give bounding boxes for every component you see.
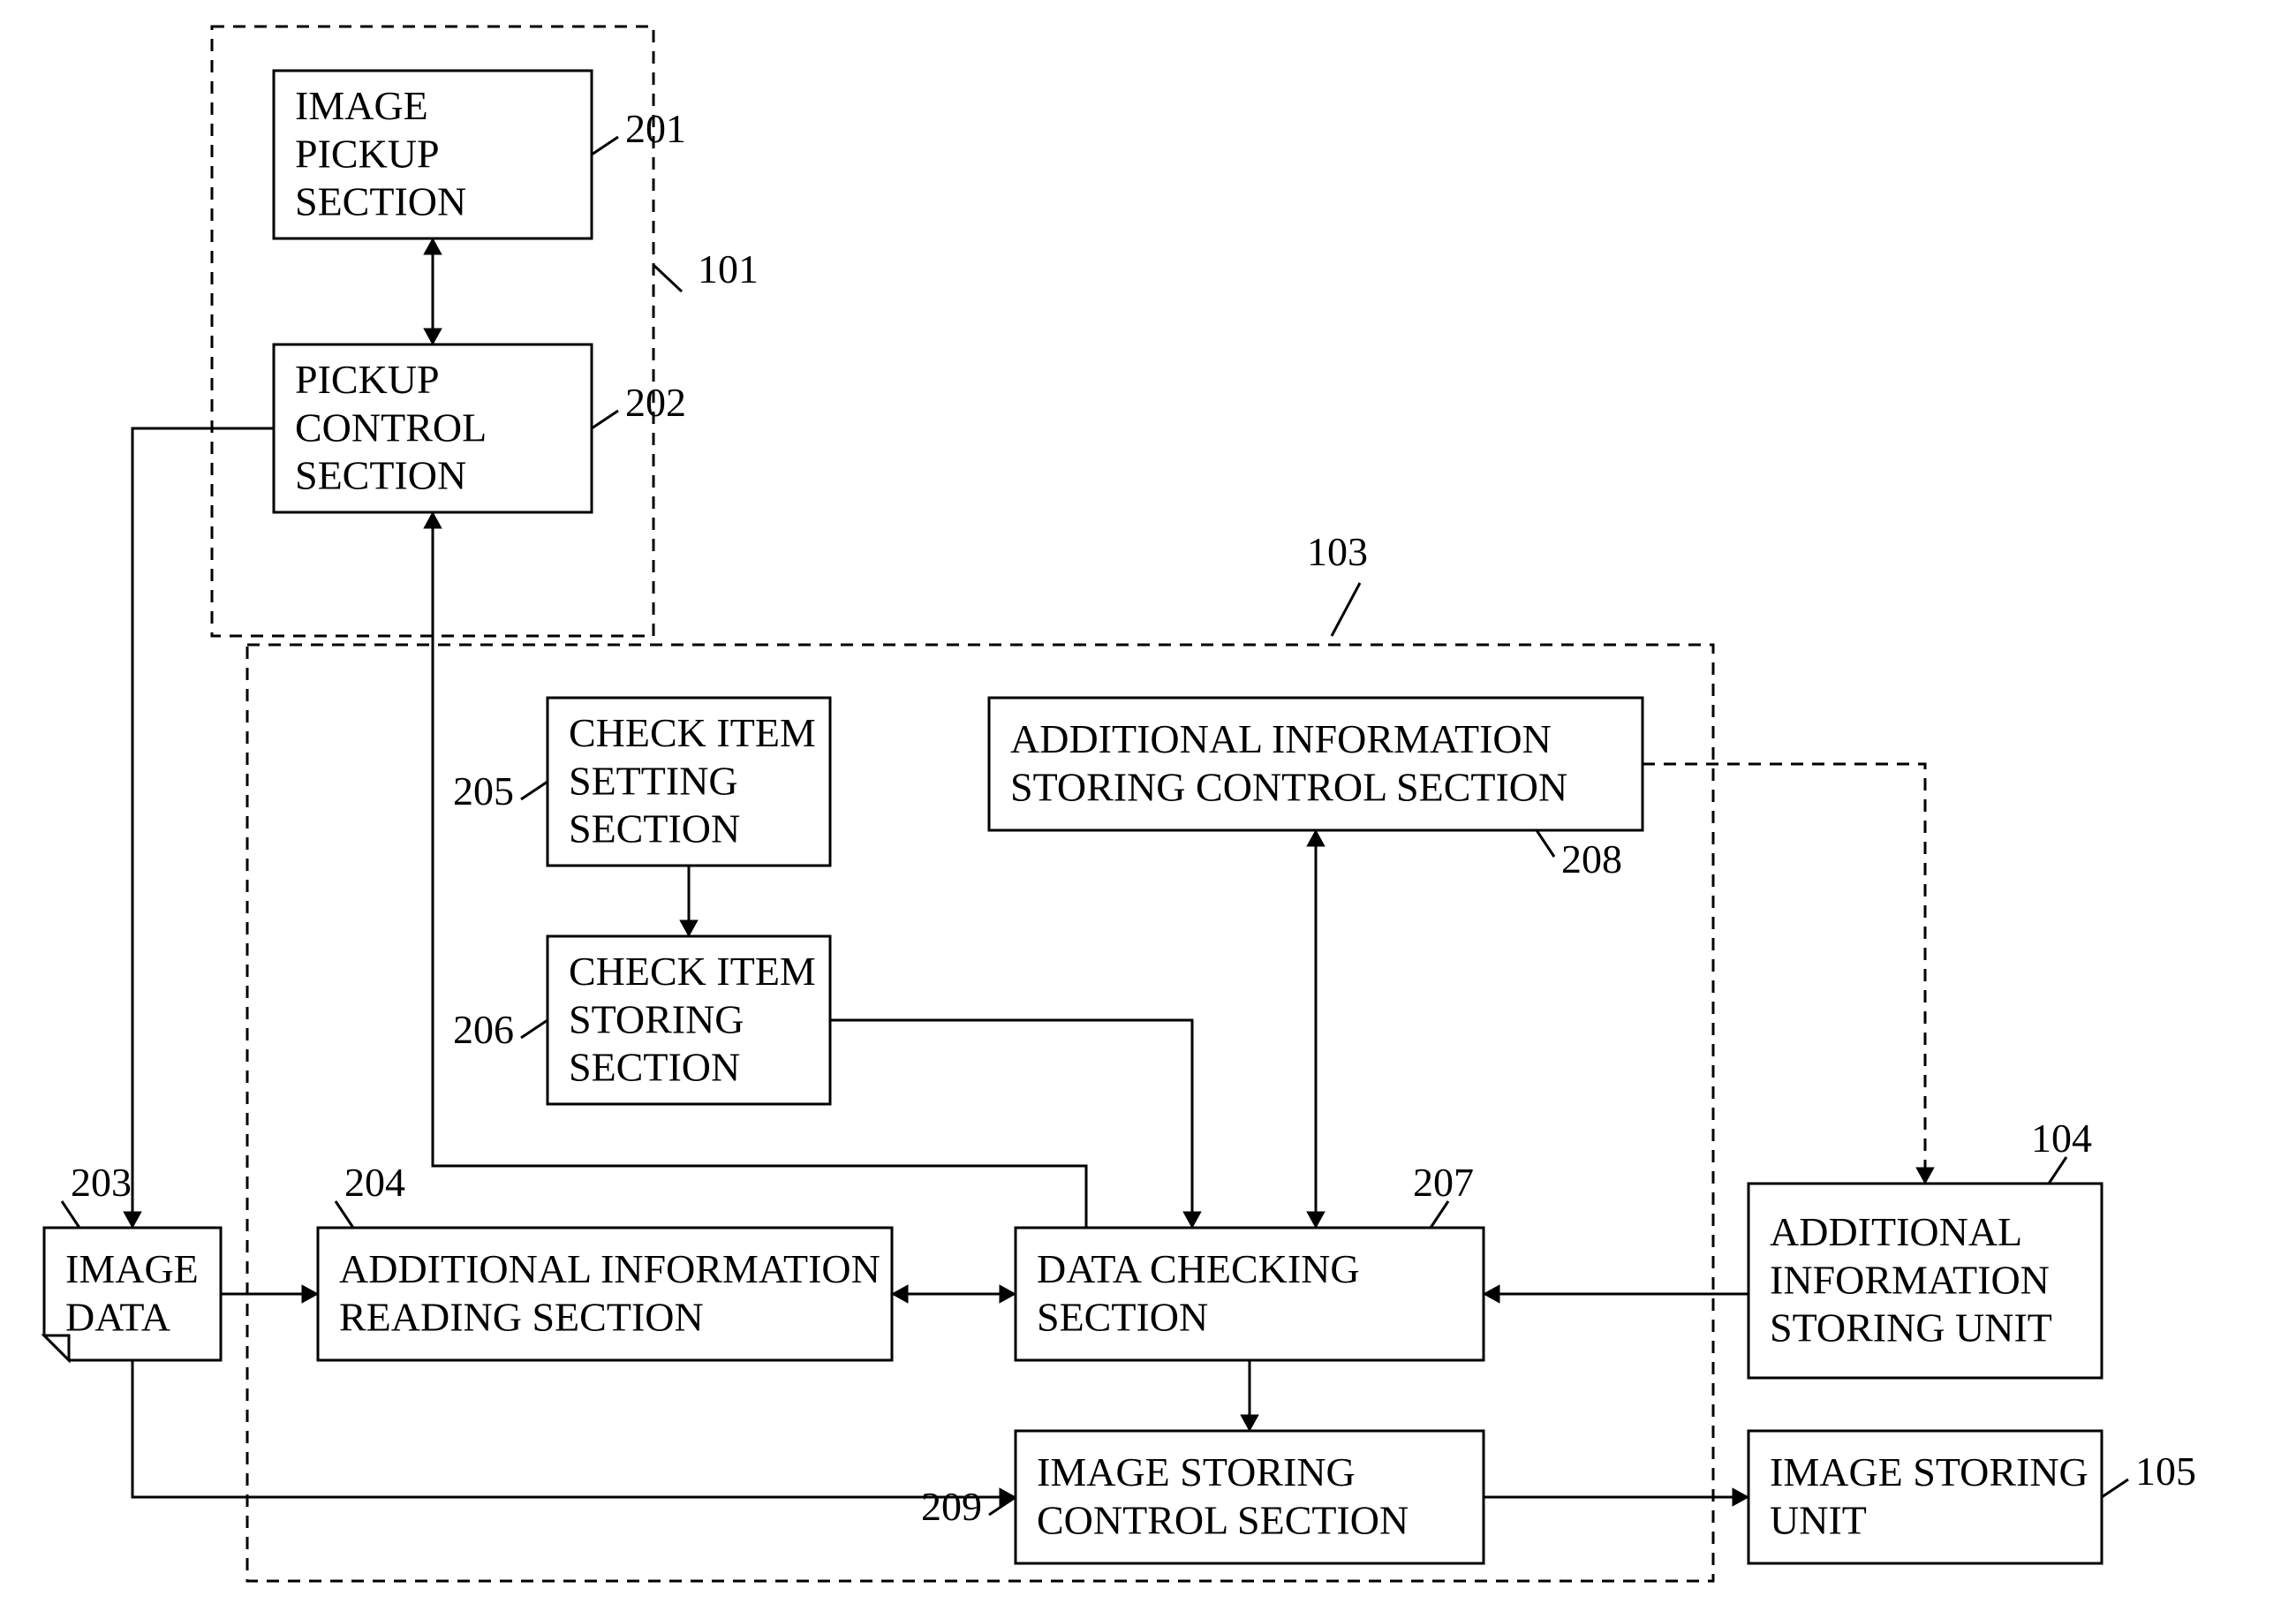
node-203: IMAGEDATA — [44, 1228, 221, 1360]
node-104: ADDITIONALINFORMATIONSTORING UNIT — [1748, 1184, 2102, 1378]
node-207-line-0: DATA CHECKING — [1037, 1246, 1360, 1291]
node-205-line-0: CHECK ITEM — [569, 710, 816, 755]
node-202: PICKUPCONTROLSECTION — [274, 344, 592, 512]
node-204: ADDITIONAL INFORMATIONREADING SECTION — [318, 1228, 892, 1360]
node-201: IMAGEPICKUPSECTION — [274, 71, 592, 238]
node-209-line-1: CONTROL SECTION — [1037, 1497, 1409, 1542]
node-204-line-0: ADDITIONAL INFORMATION — [339, 1246, 880, 1291]
node-202-line-1: CONTROL — [295, 405, 487, 450]
node-209-line-0: IMAGE STORING — [1037, 1449, 1356, 1494]
node-206-line-0: CHECK ITEM — [569, 949, 816, 994]
node-202-line-2: SECTION — [295, 453, 466, 498]
ref-201: 201 — [625, 106, 686, 151]
node-207-line-1: SECTION — [1037, 1294, 1208, 1339]
node-105-line-0: IMAGE STORING — [1770, 1449, 2088, 1494]
node-202-line-0: PICKUP — [295, 357, 440, 402]
node-207: DATA CHECKINGSECTION — [1016, 1228, 1484, 1360]
ref-204: 204 — [344, 1160, 405, 1205]
ref-206: 206 — [453, 1007, 514, 1052]
node-201-line-0: IMAGE — [295, 83, 428, 128]
node-206: CHECK ITEMSTORINGSECTION — [548, 936, 830, 1104]
ref-104: 104 — [2031, 1116, 2092, 1161]
node-104-line-0: ADDITIONAL — [1770, 1209, 2022, 1254]
ref-101: 101 — [698, 246, 759, 291]
node-206-line-2: SECTION — [569, 1045, 740, 1090]
node-203-line-1: DATA — [65, 1294, 170, 1339]
node-208: ADDITIONAL INFORMATIONSTORING CONTROL SE… — [989, 698, 1643, 830]
ref-203: 203 — [71, 1160, 132, 1205]
ref-105: 105 — [2135, 1449, 2196, 1494]
ref-207: 207 — [1413, 1160, 1474, 1205]
node-203-line-0: IMAGE — [65, 1246, 199, 1291]
node-205: CHECK ITEMSETTINGSECTION — [548, 698, 830, 866]
node-104-line-2: STORING UNIT — [1770, 1305, 2052, 1350]
node-105: IMAGE STORINGUNIT — [1748, 1431, 2102, 1563]
node-104-line-1: INFORMATION — [1770, 1257, 2050, 1302]
node-201-line-2: SECTION — [295, 179, 466, 224]
ref-209: 209 — [921, 1484, 982, 1529]
node-201-line-1: PICKUP — [295, 131, 440, 176]
node-204-line-1: READING SECTION — [339, 1294, 704, 1339]
node-206-line-1: STORING — [569, 996, 744, 1041]
node-205-line-2: SECTION — [569, 806, 740, 851]
ref-202: 202 — [625, 380, 686, 425]
block-diagram: 101103IMAGEPICKUPSECTION201PICKUPCONTROL… — [0, 0, 2296, 1619]
ref-208: 208 — [1561, 836, 1622, 881]
node-105-line-1: UNIT — [1770, 1497, 1867, 1542]
node-205-line-1: SETTING — [569, 758, 738, 803]
node-208-line-1: STORING CONTROL SECTION — [1010, 764, 1567, 809]
node-208-line-0: ADDITIONAL INFORMATION — [1010, 716, 1552, 761]
ref-103: 103 — [1307, 529, 1368, 574]
ref-205: 205 — [453, 768, 514, 813]
node-209: IMAGE STORINGCONTROL SECTION — [1016, 1431, 1484, 1563]
